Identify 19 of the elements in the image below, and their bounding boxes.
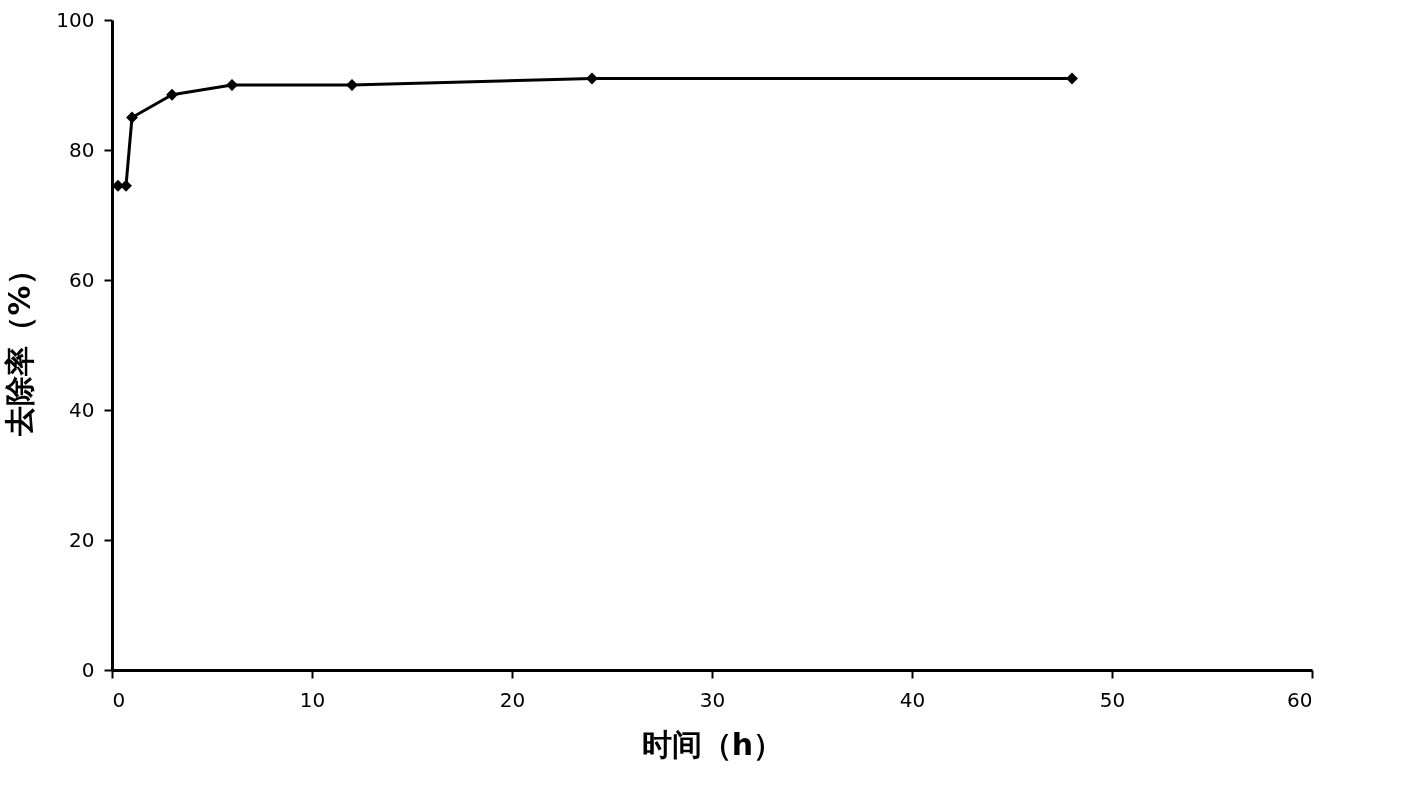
x-tick-label: 40	[899, 687, 926, 712]
point	[586, 72, 598, 85]
x-tick-label: 50	[1099, 687, 1126, 712]
y-tick-label: 0	[81, 657, 95, 682]
x-tick-label: 30	[699, 687, 726, 712]
y-tick-label: 20	[69, 527, 95, 552]
y-tick-label: 100	[56, 7, 95, 32]
point	[1066, 72, 1078, 85]
x-axis-title: 时间（h）	[641, 726, 784, 762]
x-tick-label: 60	[1287, 687, 1313, 712]
y-tick-label: 80	[69, 137, 95, 162]
y-tick-label: 60	[69, 267, 95, 292]
point	[126, 111, 138, 124]
y-tick-label: 40	[69, 397, 95, 422]
x-tick-label: 20	[499, 687, 526, 712]
x-tick-label: 0	[112, 687, 126, 712]
point	[166, 88, 178, 101]
x-tick-label: 10	[299, 687, 326, 712]
y-axis-title: 去除率（%）	[2, 255, 38, 437]
